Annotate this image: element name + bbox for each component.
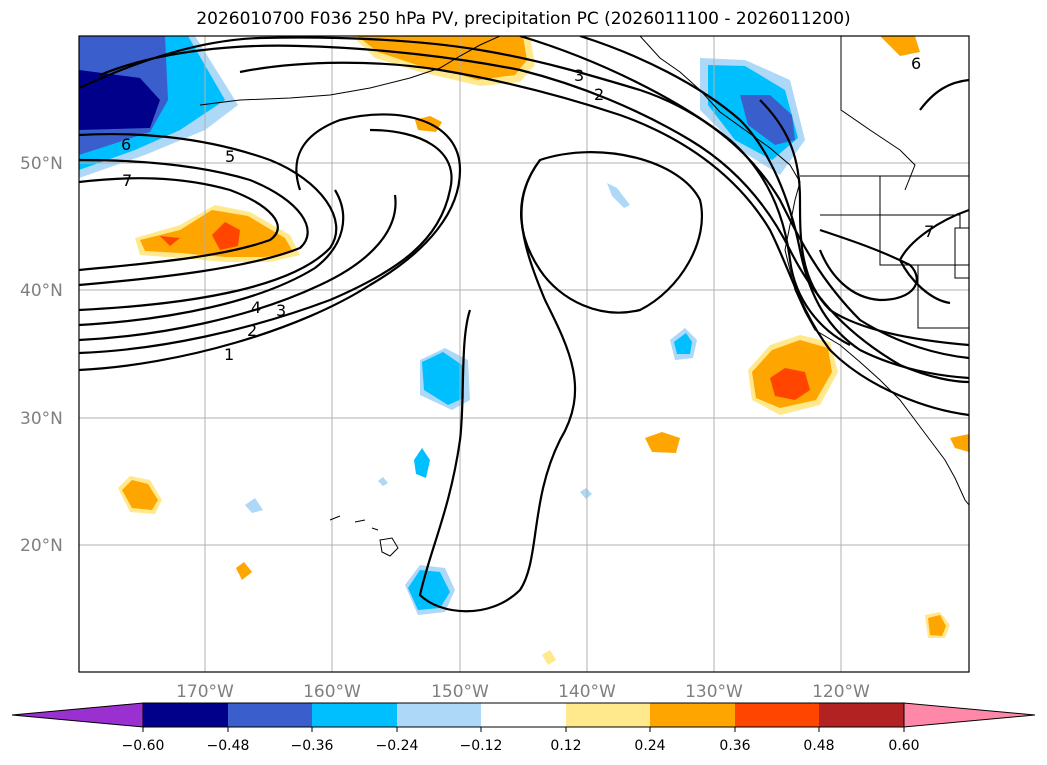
contour-label: 6 (121, 135, 131, 154)
lat-label: 50°N (20, 154, 63, 174)
latitude-labels: 50°N 40°N 30°N 20°N (20, 154, 63, 556)
colorbar-segment (397, 703, 481, 727)
colorbar-tick-label: −0.36 (291, 738, 334, 754)
colorbar: −0.60 −0.48 −0.36 −0.24 −0.12 0.12 0.24 … (11, 702, 1036, 754)
contour-label: 2 (247, 321, 257, 340)
precip-positive-anomalies (118, 36, 969, 665)
colorbar-tick-label: −0.48 (207, 738, 250, 754)
colorbar-tick-label: 0.36 (719, 738, 750, 754)
graticule (79, 36, 969, 672)
colorbar-segment (650, 703, 735, 727)
colorbar-segment (228, 703, 312, 727)
lon-label: 170°W (176, 682, 234, 702)
contour-label: 7 (924, 222, 934, 241)
contour-label: 1 (224, 345, 234, 364)
pv-contours (79, 36, 969, 613)
colorbar-tick-label: −0.60 (122, 738, 165, 754)
contour-label: 5 (225, 147, 235, 166)
colorbar-segment (566, 703, 650, 727)
colorbar-segment (143, 703, 228, 727)
map-panel: 1 2 3 4 5 6 7 3 2 6 7 (79, 36, 969, 672)
contour-label: 7 (122, 171, 132, 190)
lon-label: 120°W (812, 682, 870, 702)
map-title: 2026010700 F036 250 hPa PV, precipitatio… (196, 9, 851, 29)
lon-label: 130°W (685, 682, 743, 702)
colorbar-tick-label: 0.60 (888, 738, 919, 754)
colorbar-tick-label: 0.48 (803, 738, 834, 754)
contour-label: 3 (574, 66, 584, 85)
lon-label: 160°W (303, 682, 361, 702)
lat-label: 30°N (20, 409, 63, 429)
contour-label: 6 (911, 54, 921, 73)
colorbar-tick-label: −0.12 (460, 738, 503, 754)
map-frame (78, 35, 970, 673)
colorbar-tick-label: 0.12 (550, 738, 581, 754)
contour-label: 2 (594, 85, 604, 104)
lon-label: 150°W (431, 682, 489, 702)
colorbar-segment (735, 703, 819, 727)
contour-label: 4 (251, 298, 261, 317)
longitude-labels: 170°W 160°W 150°W 140°W 130°W 120°W (176, 682, 870, 702)
colorbar-extend-left (11, 702, 144, 728)
pv-contour-labels: 1 2 3 4 5 6 7 3 2 6 7 (121, 54, 934, 364)
colorbar-tick-label: 0.24 (634, 738, 665, 754)
lat-label: 40°N (20, 281, 63, 301)
colorbar-extend-right (903, 702, 1036, 728)
colorbar-segment (312, 703, 397, 727)
contour-label: 3 (276, 301, 286, 320)
colorbar-segment (481, 703, 566, 727)
colorbar-tick-label: −0.24 (376, 738, 419, 754)
lat-label: 20°N (20, 536, 63, 556)
colorbar-segment (819, 703, 904, 727)
lon-label: 140°W (558, 682, 616, 702)
